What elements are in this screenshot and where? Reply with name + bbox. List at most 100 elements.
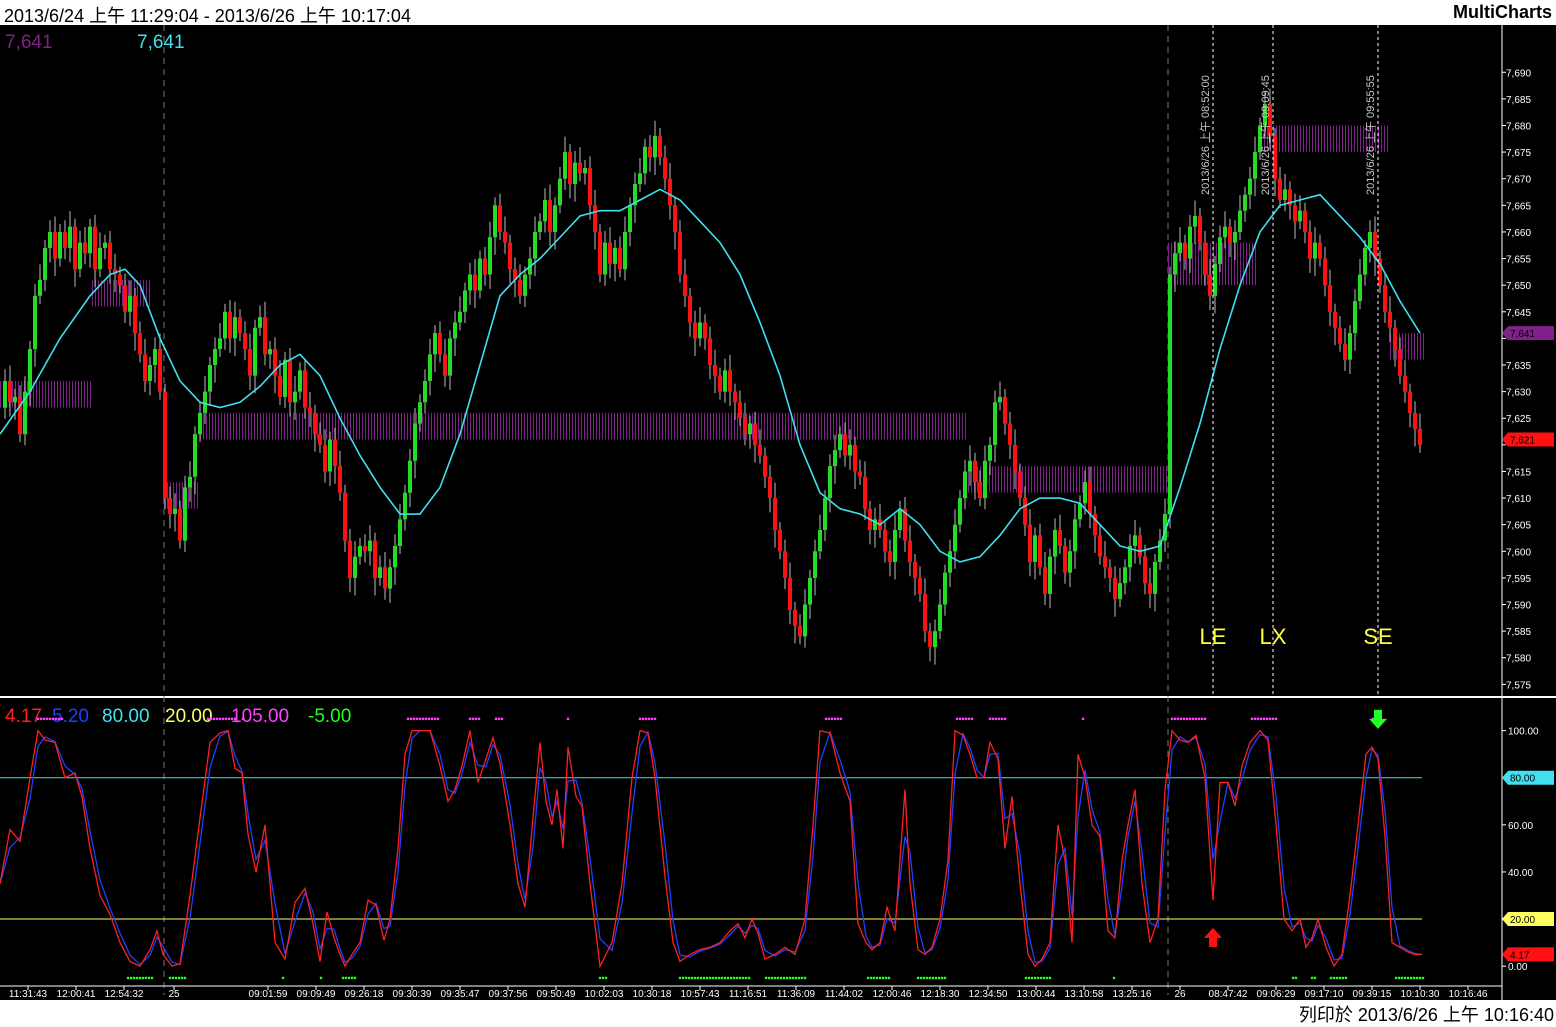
candlestick xyxy=(718,367,722,400)
signal-dot xyxy=(773,976,777,980)
signal-dot xyxy=(427,717,431,721)
signal-dot xyxy=(994,717,998,721)
signal-dot xyxy=(430,717,434,721)
candle-body-up xyxy=(823,498,827,530)
candle-body-down xyxy=(1028,524,1032,562)
candle-body-down xyxy=(678,231,682,275)
signal-dot xyxy=(415,717,419,721)
candle-body-down xyxy=(348,540,352,578)
candle-body-down xyxy=(738,402,742,419)
signal-dot xyxy=(943,976,947,980)
candlestick xyxy=(713,349,717,394)
oscillator-pane[interactable]: 4.17 5.20 80.00 20.00 105.00 -5.00 0.00 20.00 40… xyxy=(0,706,1554,980)
candlestick xyxy=(1168,266,1172,529)
signal-dot xyxy=(958,717,962,721)
candlestick xyxy=(678,220,682,283)
signal-dot xyxy=(436,717,440,721)
level-tag: 20.00 xyxy=(1502,912,1554,927)
candlestick xyxy=(1238,195,1242,240)
candle-body-down xyxy=(688,295,692,323)
signal-dot xyxy=(970,717,974,721)
signal-dot xyxy=(141,976,145,980)
candle-body-down xyxy=(1108,567,1112,578)
candlestick xyxy=(1368,220,1372,263)
signal-dot xyxy=(1036,976,1040,980)
candlestick xyxy=(263,301,267,366)
candle-body-down xyxy=(1003,396,1007,424)
candlestick xyxy=(1308,220,1312,273)
signal-dot xyxy=(884,976,888,980)
candle-body-down xyxy=(618,247,622,270)
candle-body-up xyxy=(283,359,287,397)
candlestick xyxy=(403,484,407,531)
candle-body-up xyxy=(1243,194,1247,211)
candlestick xyxy=(578,147,582,182)
chart-background xyxy=(0,25,1556,1000)
candlestick xyxy=(243,321,247,361)
candlestick xyxy=(423,369,427,414)
candle-body-down xyxy=(858,471,862,477)
candle-body-down xyxy=(663,157,667,179)
signal-dot xyxy=(1394,976,1398,980)
signal-dot xyxy=(132,976,136,980)
candle-body-down xyxy=(138,333,142,355)
candlestick xyxy=(458,296,462,331)
signal-dot xyxy=(1253,717,1257,721)
signal-dot xyxy=(940,976,944,980)
signal-label: SE xyxy=(1363,624,1392,649)
signal-dot xyxy=(129,976,133,980)
signal-marker: 2013/6/26 上午 09:55:55 SE xyxy=(1363,25,1393,695)
candle-body-up xyxy=(253,327,257,376)
signal-dot xyxy=(833,717,837,721)
candle-body-down xyxy=(243,333,247,350)
candle-body-up xyxy=(723,370,727,392)
candle-body-down xyxy=(323,444,327,472)
signal-dot xyxy=(126,976,130,980)
candlestick xyxy=(518,264,522,304)
x-tick-label: 10:57:43 xyxy=(681,989,720,1000)
date-range: 2013/6/24 上午 11:29:04 - 2013/6/26 上午 10:… xyxy=(4,6,411,26)
candlestick xyxy=(218,322,222,358)
candle-body-up xyxy=(1263,104,1267,126)
signal-dot xyxy=(418,717,422,721)
candlestick xyxy=(273,337,277,394)
signal-dot xyxy=(732,976,736,980)
osc-tick-label: 100.00 xyxy=(1508,727,1539,738)
candle-body-down xyxy=(1328,285,1332,312)
signal-dot xyxy=(723,976,727,980)
candlestick xyxy=(328,431,332,486)
candlestick xyxy=(1158,528,1162,570)
candlestick xyxy=(378,555,382,586)
price-pane[interactable]: 2013/6/26 上午 08:52:00 LE 2013/6/26 上午 09:0… xyxy=(0,25,1556,1000)
candlestick xyxy=(1228,218,1232,257)
price-tick-label: 7,635 xyxy=(1506,361,1531,372)
candlestick xyxy=(1118,567,1122,608)
candlestick xyxy=(828,454,832,513)
candle-body-down xyxy=(758,444,762,456)
signal-dot xyxy=(741,976,745,980)
candle-body-down xyxy=(1403,375,1407,392)
candle-body-up xyxy=(1168,274,1172,515)
signal-dot xyxy=(138,976,142,980)
candle-body-up xyxy=(998,396,1002,403)
candlestick xyxy=(588,156,592,220)
candle-body-down xyxy=(53,231,57,259)
candle-body-up xyxy=(1223,226,1227,238)
candlestick xyxy=(413,408,417,479)
candlestick xyxy=(653,120,657,175)
signal-dot xyxy=(991,717,995,721)
candlestick xyxy=(238,309,242,342)
signal-dot xyxy=(878,976,882,980)
candle-body-up xyxy=(958,498,962,525)
indicator-value: 105.00 xyxy=(231,706,289,727)
price-label-right: 7,641 xyxy=(137,32,185,53)
price-tick-label: 7,595 xyxy=(1506,574,1531,585)
candle-body-up xyxy=(1283,189,1287,200)
candlestick xyxy=(23,376,27,446)
candlestick xyxy=(1043,551,1047,606)
chart-area[interactable]: 2013/6/26 上午 08:52:00 LE 2013/6/26 上午 09:0… xyxy=(0,25,1556,1000)
level-tag-label: 80.00 xyxy=(1510,774,1535,785)
candle-body-up xyxy=(748,423,752,435)
candle-body-up xyxy=(543,200,547,222)
candlestick xyxy=(1383,273,1387,323)
